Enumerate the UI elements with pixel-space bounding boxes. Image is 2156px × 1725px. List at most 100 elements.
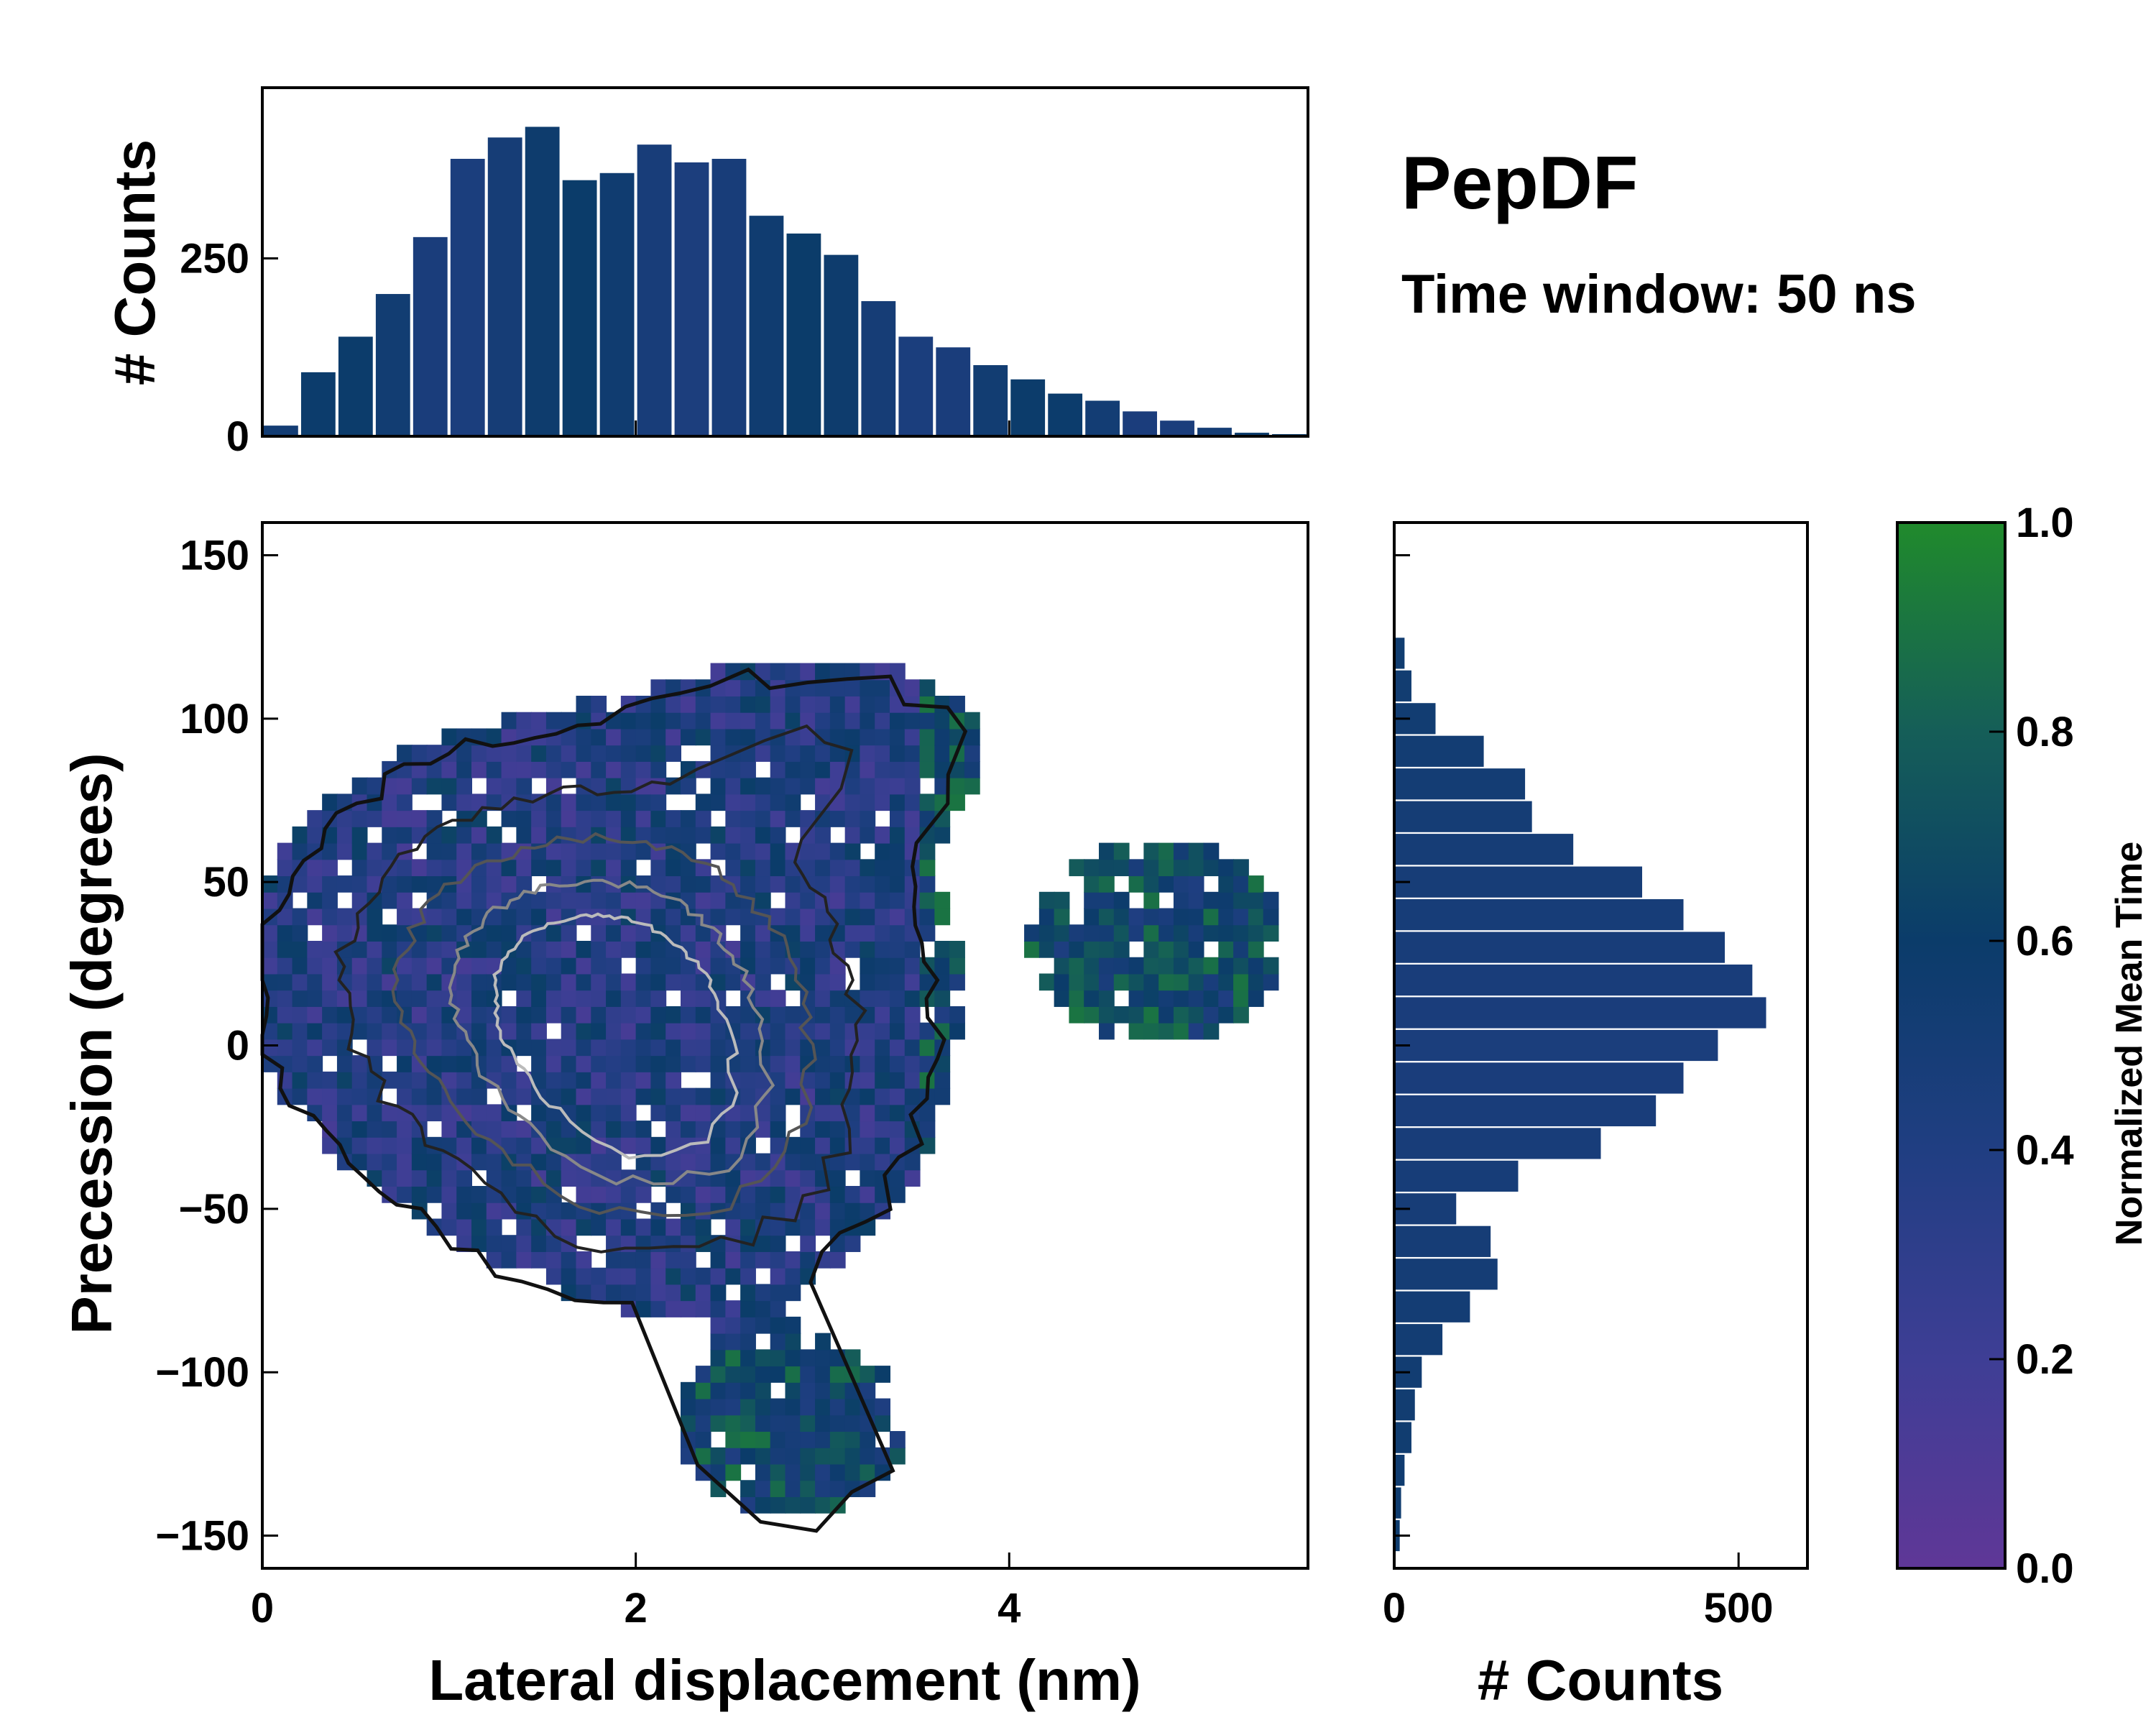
heatmap-cell [815, 777, 831, 795]
heatmap-cell [650, 1153, 667, 1171]
heatmap-cell [635, 810, 652, 827]
heatmap-cell [681, 1104, 696, 1122]
heatmap-cell [277, 842, 293, 860]
heatmap-cell [367, 1039, 383, 1057]
heatmap-cell [785, 695, 801, 713]
heatmap-cell [904, 728, 921, 746]
heatmap-cell [740, 1153, 756, 1171]
heatmap-cell [860, 810, 876, 827]
heatmap-cell [1248, 990, 1264, 1007]
main-xlabel: Lateral displacement (nm) [428, 1648, 1141, 1712]
heatmap-cell [829, 1431, 846, 1448]
heatmap-cell [665, 908, 681, 926]
heatmap-cell [875, 859, 890, 877]
heatmap-cell [725, 1366, 742, 1383]
heatmap-cell [740, 1300, 756, 1317]
heatmap-cell [441, 760, 458, 778]
heatmap-cell [1263, 908, 1279, 926]
heatmap-cell [681, 924, 696, 942]
heatmap-cell [755, 1202, 771, 1220]
heatmap-cell [800, 957, 816, 975]
heatmap-cell [710, 1284, 727, 1302]
heatmap-cell [545, 1251, 562, 1269]
heatmap-cell [561, 1121, 577, 1138]
heatmap-cell [576, 1006, 592, 1024]
heatmap-cell [1218, 891, 1235, 909]
heatmap-cell [695, 1300, 711, 1317]
heatmap-cell [516, 973, 533, 991]
heatmap-cell [292, 1022, 308, 1040]
heatmap-cell [815, 859, 831, 877]
heatmap-cell [860, 1463, 876, 1481]
heatmap-cell [411, 957, 428, 975]
heatmap-cell [576, 810, 592, 827]
heatmap-cell [471, 891, 487, 909]
heatmap-cell [755, 663, 771, 681]
heatmap-cell [397, 777, 413, 795]
heatmap-cell [516, 1136, 533, 1154]
heatmap-cell [740, 777, 756, 795]
heatmap-cell [501, 859, 517, 877]
heatmap-cell [411, 875, 428, 893]
heatmap-cell [860, 924, 876, 942]
heatmap-cell [471, 842, 487, 860]
heatmap-cell [322, 957, 338, 975]
heatmap-cell [635, 1218, 652, 1236]
heatmap-cell [531, 712, 547, 730]
heatmap-cell [681, 1414, 696, 1432]
heatmap-cell [397, 1071, 413, 1089]
heatmap-cell [904, 794, 921, 811]
heatmap-cell [531, 1071, 547, 1089]
heatmap-cell [501, 1169, 517, 1187]
heatmap-cell [1203, 990, 1220, 1007]
heatmap-cell [770, 941, 786, 958]
heatmap-cell [650, 760, 667, 778]
heatmap-cell [860, 875, 876, 893]
heatmap-cell [606, 1186, 622, 1203]
heatmap-cell [322, 1039, 338, 1057]
heatmap-cell [844, 1414, 861, 1432]
heatmap-cell [650, 1218, 667, 1236]
heatmap-cell [860, 891, 876, 909]
heatmap-cell [501, 760, 517, 778]
heatmap-cell [695, 794, 711, 811]
heatmap-cell [770, 908, 786, 926]
heatmap-cell [681, 826, 696, 844]
heatmap-cell [860, 712, 876, 730]
heatmap-cell [1069, 973, 1085, 991]
heatmap-cell [576, 1284, 592, 1302]
heatmap-cell [800, 924, 816, 942]
heatmap-cell [471, 1202, 487, 1220]
heatmap-cell [545, 973, 562, 991]
heatmap-cell [844, 777, 861, 795]
heatmap-cell [800, 908, 816, 926]
heatmap-cell [1099, 924, 1115, 942]
heatmap-cell [576, 891, 592, 909]
heatmap-cell [740, 826, 756, 844]
heatmap-cell [904, 990, 921, 1007]
heatmap-cell [441, 859, 458, 877]
heatmap-cell [650, 810, 667, 827]
heatmap-cell [591, 1087, 607, 1105]
heatmap-cell [904, 908, 921, 926]
heatmap-cell [681, 1022, 696, 1040]
heatmap-cell [1158, 990, 1174, 1007]
heatmap-cell [695, 1104, 711, 1122]
heatmap-cell [710, 794, 727, 811]
heatmap-cell [740, 1121, 756, 1138]
heatmap-cell [815, 1022, 831, 1040]
heatmap-cell [890, 826, 906, 844]
heatmap-cell [397, 1121, 413, 1138]
heatmap-cell [785, 777, 801, 795]
heatmap-cell [1233, 973, 1249, 991]
heatmap-cell [875, 1153, 890, 1171]
heatmap-cell [262, 957, 278, 975]
heatmap-cell [710, 826, 727, 844]
heatmap-cell [919, 745, 936, 762]
heatmap-cell [681, 941, 696, 958]
heatmap-cell [890, 957, 906, 975]
heatmap-cell [441, 1186, 458, 1203]
heatmap-cell [800, 859, 816, 877]
heatmap-cell [620, 1202, 637, 1220]
heatmap-cell [635, 1087, 652, 1105]
